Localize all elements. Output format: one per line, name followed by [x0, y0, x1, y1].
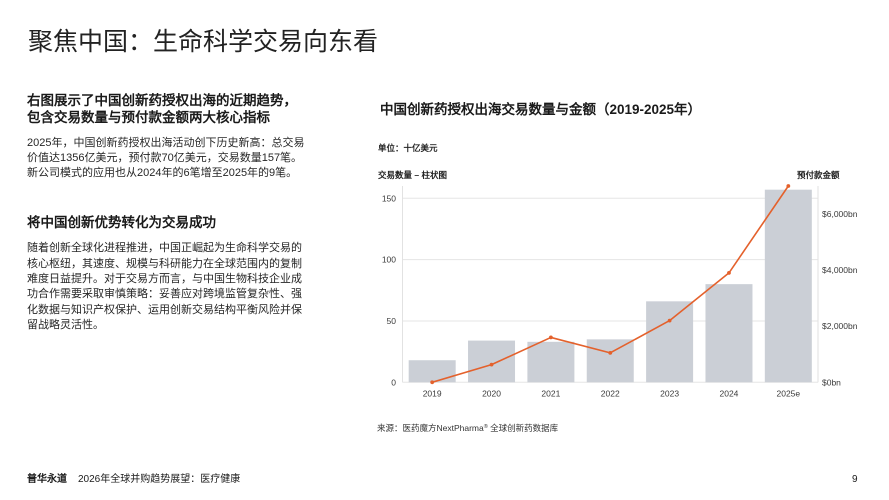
line-point-2020: [489, 362, 494, 367]
bar-2019: [408, 360, 456, 383]
chart-source: 来源：医药魔方NextPharma® 全球创新药数据库: [377, 423, 558, 434]
chart-title: 中国创新药授权出海交易数量与金额（2019-2025年）: [380, 102, 702, 117]
section-2-body-line: 核心枢纽，其速度、规模与科研能力在全球范围内的复制: [27, 257, 302, 270]
source-text-suffix: 全球创新药数据库: [487, 423, 559, 433]
section-1-body: 2025年，中国创新药授权出海活动创下历史新高：总交易 价值达1356亿美元，预…: [27, 136, 304, 182]
section-2-body-line: 功合作需要采取审慎策略：妥善应对跨境监管复杂性、强: [27, 288, 302, 301]
line-point-2021: [548, 335, 553, 340]
left-axis-tick-label: 100: [382, 255, 396, 265]
left-axis-tick-label: 50: [387, 316, 397, 326]
registered-mark: ®: [483, 424, 488, 430]
section-1-heading-line: 包含交易数量与预付款金额两大核心指标: [27, 109, 270, 125]
right-axis-tick-label: $6,000bn: [822, 209, 858, 219]
section-2-body-line: 化数据与知识产权保护、运用创新交易结构平衡风险并保: [27, 303, 302, 316]
section-2-body-line: 留战略灵活性。: [27, 318, 104, 331]
section-2-body-line: 随着创新全球化进程推进，中国正崛起为生命科学交易的: [27, 242, 302, 255]
section-1-heading-line: 右图展示了中国创新药授权出海的近期趋势，: [27, 93, 297, 108]
chart-unit-label: 单位：十亿美元: [378, 143, 438, 153]
line-point-2024: [727, 271, 731, 275]
bar-2021: [527, 341, 575, 383]
section-2-body-line: 难度日益提升。对于交易方而言，与中国生物科技企业成: [27, 272, 302, 285]
line-point-2025e: [786, 184, 791, 188]
bar-2025e: [764, 189, 812, 383]
x-axis-tick-label: 2021: [541, 389, 560, 399]
left-axis-title: 交易数量 – 柱状图: [378, 170, 447, 180]
line-point-2023: [667, 318, 672, 323]
section-1-body-line: 新公司模式的应用也从2024年的6笔增至2025年的9笔。: [27, 167, 298, 180]
footer-report-title: 2026年全球并购趋势展望：医疗健康: [78, 474, 241, 485]
x-axis-tick-label: 2022: [601, 389, 620, 399]
source-text: 来源：医药魔方NextPharma: [377, 423, 484, 433]
right-axis-tick-label: $2,000bn: [822, 321, 858, 331]
bar-2023: [646, 301, 694, 383]
section-2-heading-line: 将中国创新优势转化为交易成功: [27, 215, 216, 230]
page-number: 9: [852, 474, 858, 485]
page-title: 聚焦中国：生命科学交易向东看: [28, 27, 379, 56]
line-point-2019: [430, 380, 435, 385]
bar-2022: [586, 339, 634, 383]
bar-2020: [468, 340, 516, 383]
x-axis-tick-label: 2025e: [777, 389, 801, 399]
section-1-body-line: 2025年，中国创新药授权出海活动创下历史新高：总交易: [27, 136, 305, 149]
x-axis-tick-label: 2019: [423, 389, 442, 399]
right-axis-tick-label: $4,000bn: [822, 265, 858, 275]
x-axis-tick-label: 2020: [482, 389, 501, 399]
x-axis-tick-label: 2023: [660, 389, 679, 399]
right-axis-tick-label: $0bn: [822, 377, 841, 387]
line-point-2022: [608, 350, 613, 355]
section-2-body: 随着创新全球化进程推进，中国正崛起为生命科学交易的 核心枢纽，其速度、规模与科研…: [27, 241, 302, 333]
left-axis-tick-label: 0: [391, 377, 396, 387]
left-axis-tick-label: 150: [382, 193, 396, 203]
bar-2024: [705, 284, 753, 383]
x-axis-tick-label: 2024: [720, 389, 739, 399]
section-1-heading: 右图展示了中国创新药授权出海的近期趋势， 包含交易数量与预付款金额两大核心指标: [27, 93, 297, 126]
section-1-body-line: 价值达1356亿美元，预付款70亿美元，交易数量157笔。: [27, 151, 303, 164]
footer-brand: 普华永道: [27, 474, 67, 485]
section-2-heading: 将中国创新优势转化为交易成功: [27, 215, 216, 232]
right-axis-title: 预付款金额: [797, 170, 840, 180]
